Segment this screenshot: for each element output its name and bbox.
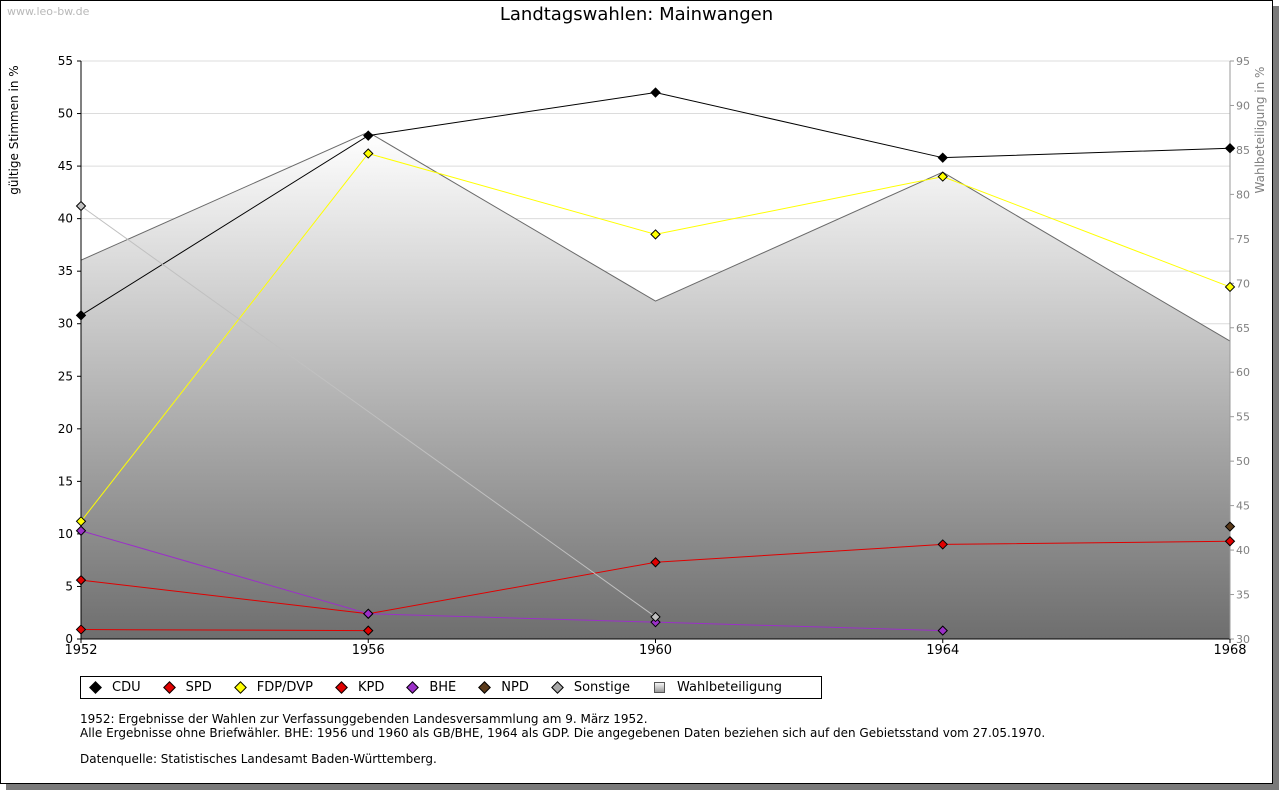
point-cdu	[650, 87, 661, 98]
point-spd	[75, 574, 87, 586]
y-tick-label: 25	[58, 369, 73, 383]
point-fdp-dvp	[1224, 281, 1236, 293]
legend: CDU SPD FDP/DVP KPD BHE NPD Sonstige Wahlbeteil…	[80, 676, 822, 699]
point-spd	[650, 557, 661, 568]
y-tick-label: 50	[58, 107, 73, 121]
point-spd	[937, 539, 948, 550]
y2-tick-label: 40	[1236, 544, 1250, 557]
y-tick-label: 5	[65, 579, 73, 593]
y2-tick-label: 90	[1236, 99, 1250, 112]
legend-marker	[550, 681, 564, 694]
series-layer	[75, 87, 1236, 636]
legend-label: BHE	[429, 680, 457, 695]
point-bhe	[363, 608, 374, 619]
legend-item: Wahlbeteiligung	[654, 680, 782, 695]
point-npd	[1224, 521, 1236, 532]
point-fdp-dvp	[650, 229, 661, 240]
y2-tick-label: 35	[1236, 589, 1250, 602]
y2-tick-label: 45	[1236, 500, 1250, 513]
legend-label: KPD	[357, 680, 385, 695]
legend-item: FDP/DVP	[233, 680, 313, 695]
y2-tick-label: 55	[1236, 411, 1250, 424]
point-cdu	[75, 310, 87, 321]
point-fdp-dvp	[363, 148, 374, 159]
legend-label: NPD	[501, 680, 529, 695]
x-tick-label: 1952	[64, 643, 97, 658]
legend-label: Sonstige	[573, 680, 631, 695]
y2-tick-label: 75	[1236, 233, 1250, 246]
point-kpd	[363, 625, 374, 636]
legend-item: BHE	[406, 680, 457, 695]
point-cdu	[363, 130, 374, 141]
y2-tick-label: 85	[1236, 144, 1250, 157]
point-cdu	[937, 152, 948, 163]
x-tick-label: 1968	[1213, 643, 1246, 658]
legend-marker	[478, 681, 492, 694]
legend-swatch-area	[654, 682, 666, 693]
footnotes: 1952: Ergebnisse der Wahlen zur Verfassu…	[80, 712, 1046, 740]
legend-item: Sonstige	[550, 680, 631, 695]
y2-tick-label: 30	[1236, 633, 1250, 646]
y2-tick-label: 60	[1236, 366, 1250, 379]
y-tick-label: 55	[58, 54, 73, 68]
point-kpd	[75, 624, 87, 635]
footnote-1952: 1952: Ergebnisse der Wahlen zur Verfassu…	[80, 712, 648, 726]
legend-marker	[406, 681, 420, 694]
frame-shadow-bottom	[6, 784, 1279, 790]
series-line-kpd	[80, 629, 369, 632]
x-tick-label: 1956	[352, 643, 385, 658]
legend-label: SPD	[185, 680, 212, 695]
turnout-area-layer	[80, 131, 1231, 639]
legend-marker	[89, 681, 102, 694]
data-source: Datenquelle: Statistisches Landesamt Bad…	[80, 752, 437, 766]
x-tick-label: 1964	[926, 643, 959, 658]
point-bhe	[650, 616, 661, 628]
legend-marker	[233, 681, 247, 694]
legend-marker	[162, 681, 176, 694]
y-tick-label: 15	[58, 474, 73, 488]
frame-shadow-right	[1273, 6, 1279, 790]
watermark: www.leo-bw.de	[7, 5, 90, 18]
point-bhe	[75, 525, 87, 536]
y-tick-label: 30	[58, 317, 73, 331]
series-line-sonstige	[80, 205, 656, 618]
point-fdp-dvp	[937, 171, 948, 182]
tick-label-layer: 0 5 10 15 20 25 30 35 40 45 50 55 30 35 40 45 50 55 60 65 70…	[58, 54, 1250, 658]
point-sonstige	[650, 611, 661, 623]
point-spd	[1224, 536, 1236, 547]
y2-tick-label: 70	[1236, 277, 1250, 290]
legend-label: Wahlbeteiligung	[677, 680, 783, 695]
y-tick-label: 45	[58, 159, 73, 173]
y2-tick-label: 50	[1236, 455, 1250, 468]
y2-tick-label: 80	[1236, 188, 1250, 201]
legend-item: SPD	[162, 680, 212, 695]
x-tick-label: 1960	[639, 643, 672, 658]
y-tick-label: 35	[58, 264, 73, 278]
point-sonstige	[75, 200, 87, 212]
chart-title: Landtagswahlen: Mainwangen	[499, 4, 774, 25]
point-cdu	[1224, 143, 1236, 154]
y-tick-label: 0	[65, 632, 73, 646]
y2-tick-label: 95	[1236, 55, 1250, 68]
legend-item: NPD	[478, 680, 529, 695]
y-tick-label: 40	[58, 212, 73, 226]
legend-marker	[335, 681, 348, 694]
legend-label: FDP/DVP	[256, 680, 313, 695]
legend-item: KPD	[335, 680, 385, 695]
y2-tick-label: 65	[1236, 322, 1250, 335]
footnote-general: Alle Ergebnisse ohne Briefwähler. BHE: 1…	[80, 725, 1046, 740]
series-line-bhe	[80, 530, 943, 632]
y-tick-label: 10	[58, 527, 73, 541]
turnout-area	[81, 132, 1230, 639]
y-tick-label: 20	[58, 422, 73, 436]
legend-label: CDU	[112, 680, 141, 695]
turnout-line	[80, 131, 1231, 342]
point-bhe	[937, 625, 948, 636]
legend-item: CDU	[89, 680, 141, 695]
